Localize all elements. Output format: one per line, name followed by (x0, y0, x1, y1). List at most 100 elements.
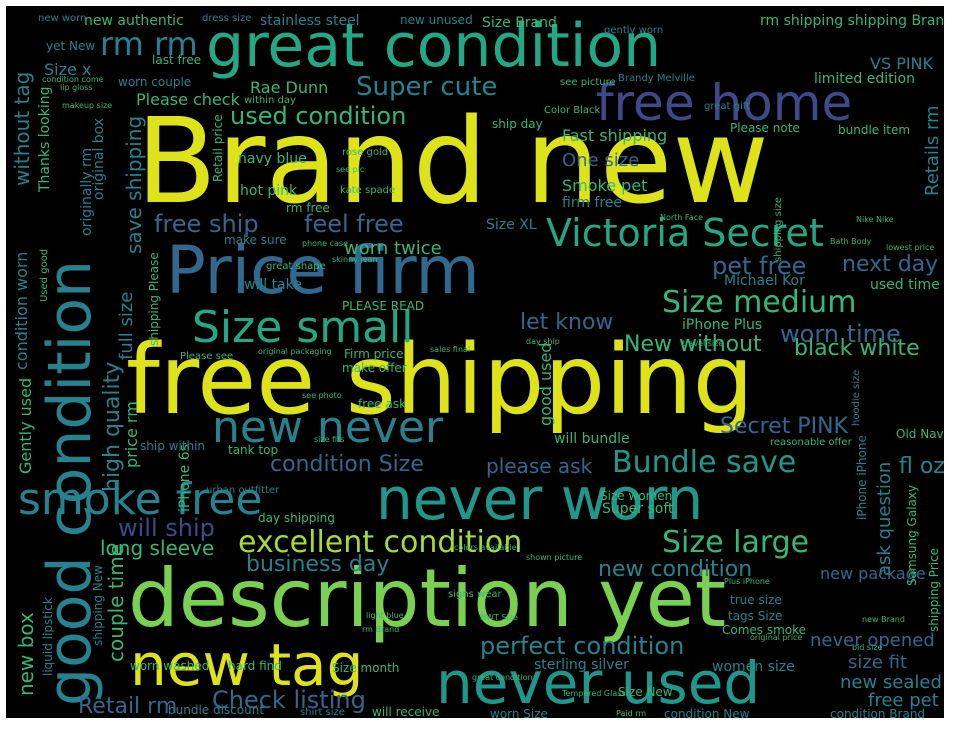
word-makeup-size: makeup size (62, 101, 113, 110)
word-lip-gloss: lip gloss (60, 83, 93, 92)
word-bundle-item: bundle item (838, 123, 911, 137)
word-ship-please: shipping Please (147, 252, 161, 346)
word-lowest-price: lowest price (886, 243, 935, 252)
word-nwt-size: NWT Size (480, 613, 518, 622)
word-original-box: original box (91, 117, 107, 200)
word-women-size: women size (712, 659, 795, 675)
word-super-soft: Super soft (602, 501, 674, 517)
word-see-pic: see pic (336, 165, 365, 174)
word-brandy-melville: Brandy Melville (618, 73, 695, 84)
word-firm-price: Firm price (344, 347, 404, 361)
word-gently-used: Gently used (16, 377, 35, 474)
word-hoodie-size: hoodie size (851, 369, 862, 426)
word-shirt-size: shirt size (300, 707, 345, 718)
word-condition-come: condition come (42, 75, 104, 84)
word-shipping-new: shipping New (91, 565, 105, 646)
word-bundle-discount: bundle discount (168, 703, 265, 717)
word-new-without: New without (624, 332, 762, 357)
word-size-women: Size women (600, 489, 673, 503)
word-dress-size: dress size (202, 13, 252, 24)
word-size-month: Size month (332, 661, 400, 675)
word-size-xl: Size XL (486, 217, 537, 233)
word-within-day: within day (244, 95, 296, 106)
word-free-home: free home (596, 74, 853, 132)
word-smoke-pet: Smoke pet (562, 176, 648, 195)
word-original-price: original price (750, 633, 803, 642)
word-brand-new: Brand new (136, 92, 769, 230)
word-condition-new: condition New (664, 707, 750, 718)
word-please-see: Please see (180, 351, 234, 362)
word-ship-day: ship day (492, 117, 543, 131)
word-shipping-price: shipping Price (927, 547, 941, 632)
word-new-sealed: new sealed (840, 672, 942, 693)
word-kate-spade: kate spade (340, 185, 396, 196)
word-original-packaging: original packaging (258, 347, 332, 356)
word-free-ask: free ask (358, 397, 407, 411)
word-good-used: good used (536, 342, 555, 426)
word-new-authentic: new authentic (84, 13, 184, 29)
word-iphone-iphone: iPhone iPhone (855, 435, 869, 520)
word-new-unused: new unused (400, 13, 473, 27)
word-firm-free: firm free (562, 195, 623, 211)
word-last-free: last free (152, 53, 202, 67)
word-new-worn: new worn (38, 13, 87, 24)
word-iphone-plus: iPhone Plus (682, 317, 763, 333)
word-make-offer: make offer (342, 361, 407, 375)
word-will-ship: will ship (118, 514, 215, 542)
word-liquid-lipstick: liquid lipstick (41, 597, 55, 676)
word-plus-iphone: Plus iPhone (724, 577, 770, 586)
word-yet-new: yet New (46, 39, 96, 53)
word-tags-size: tags Size (728, 609, 783, 623)
word-make-sure: make sure (224, 233, 287, 247)
word-michael-kor: Michael Kor (724, 273, 805, 289)
word-price-firm: Price firm (166, 232, 480, 309)
word-excellent-condition: excellent condition (238, 525, 523, 560)
word-condition-brand: condition Brand (830, 707, 926, 718)
word-skinny-jean: skinny jean (332, 255, 378, 264)
word-iphone-6s: iPhone 6s (177, 444, 193, 512)
word-used-condition: used condition (230, 102, 407, 130)
word-great-shape: great shape (266, 261, 326, 272)
word-new-package: new package (820, 564, 926, 583)
word-worn-couple: worn couple (118, 75, 192, 89)
word-couple-time: couple time (104, 543, 128, 662)
word-size-large: Size large (662, 525, 810, 560)
word-north-face: North Face (660, 213, 704, 222)
word-shown-picture: shown picture (526, 553, 583, 562)
word-will-bundle: will bundle (554, 431, 630, 447)
word-gently-worn: gently worn (604, 25, 664, 36)
word-business-day: business day (246, 552, 390, 577)
word-size-new: Size New (618, 685, 673, 699)
word-sales-final: sales final (430, 345, 471, 354)
word-limited-edition: limited edition (814, 71, 915, 87)
word-day-ship: day ship (526, 337, 560, 346)
word-bid-size: bid size (852, 643, 883, 652)
word-thanks-looking: Thanks looking (37, 86, 53, 192)
word-light-blue: light blue (366, 611, 404, 620)
word-feel-free: feel free (304, 210, 404, 238)
word-black-white: black white (794, 336, 920, 361)
word-worn-size: worn Size (490, 707, 548, 718)
word-stainless-steel: stainless steel (260, 13, 360, 29)
word-rm-brand: rm Brand (362, 625, 400, 634)
word-shipping-size: shipping size (773, 196, 784, 262)
word-cloud: Brand new free shipping description yet … (6, 6, 944, 718)
word-urban-outfitter: urban outfitter (206, 485, 280, 496)
word-one-size: One size (562, 150, 640, 171)
word-used-good: Used good (39, 248, 50, 302)
word-hot-pink: hot pink (240, 183, 298, 199)
word-secret-pink: Secret PINK (720, 414, 848, 439)
word-used-time: used time (870, 277, 940, 293)
word-price-rm: price rm (122, 401, 141, 468)
word-description-yet: description yet (128, 552, 727, 645)
word-rae-dunn: Rae Dunn (250, 78, 329, 97)
word-tank-top: tank top (228, 443, 279, 457)
word-please-note: Please note (730, 121, 800, 135)
word-smoke-free: smoke free (18, 474, 263, 525)
word-colors-available: colors available (454, 543, 517, 552)
word-bath-body: Bath Body (830, 237, 872, 246)
word-paid-rm: Paid rm (616, 709, 647, 718)
word-free-ship: free ship (154, 210, 259, 238)
word-worn-time: worn time (780, 320, 901, 348)
word-please-read: PLEASE READ (342, 299, 425, 313)
